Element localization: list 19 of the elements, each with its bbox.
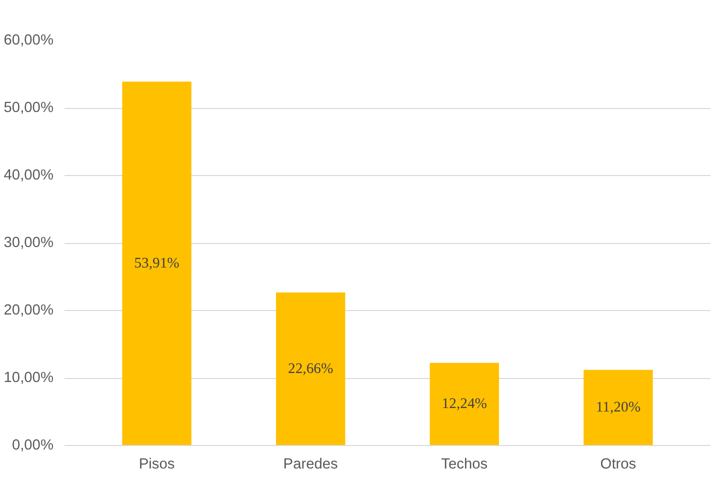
data-label: 53,91%: [134, 256, 180, 272]
y-tick-label: 60,00%: [4, 32, 54, 48]
x-tick-label: Paredes: [283, 456, 338, 472]
data-label: 11,20%: [596, 400, 641, 416]
x-tick-label: Techos: [441, 456, 488, 472]
y-tick-label: 30,00%: [4, 235, 54, 251]
bar: [122, 82, 192, 446]
x-tick-label: Otros: [600, 456, 636, 472]
y-tick-label: 0,00%: [12, 438, 54, 454]
bar: [276, 292, 346, 446]
y-tick-label: 10,00%: [4, 370, 54, 386]
data-label: 22,66%: [288, 361, 334, 378]
y-tick-label: 20,00%: [4, 302, 54, 318]
y-tick-label: 40,00%: [4, 168, 54, 184]
data-label: 12,24%: [442, 396, 487, 412]
x-tick-label: Pisos: [138, 456, 175, 472]
bar: [584, 370, 653, 446]
bar: [430, 362, 500, 446]
y-tick-label: 50,00%: [4, 100, 54, 116]
